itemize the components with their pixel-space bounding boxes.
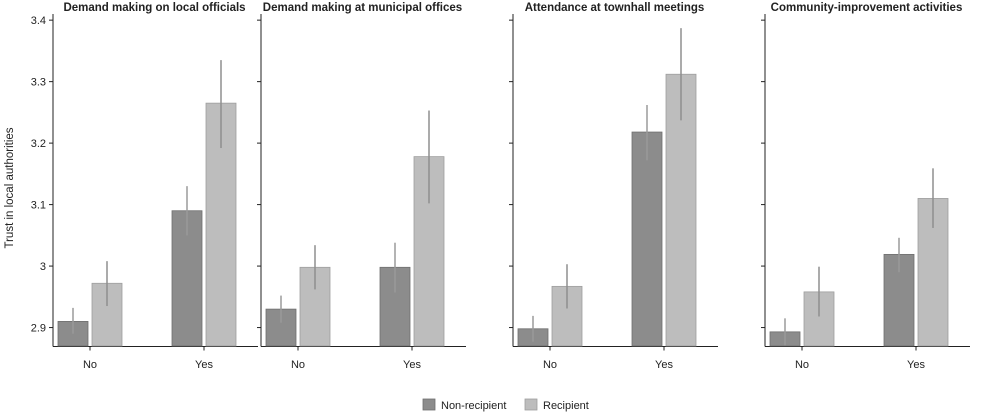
x-category-label: No [291, 359, 305, 371]
legend-label-non-recipient: Non-recipient [441, 400, 506, 412]
panel-title: Demand making at municipal offices [263, 2, 462, 14]
legend-swatch-recipient [524, 398, 538, 411]
y-tick-label: 3.1 [31, 200, 46, 212]
y-tick-label: 3.2 [31, 138, 46, 150]
y-tick-label: 3.4 [31, 15, 46, 27]
x-category-label: No [543, 359, 557, 371]
y-tick-label: 3 [40, 261, 46, 273]
panel-title: Community-improvement activities [771, 2, 963, 14]
legend: Non-recipient Recipient [422, 398, 589, 412]
x-category-label: Yes [403, 359, 421, 371]
x-category-label: Yes [907, 359, 925, 371]
x-category-label: Yes [195, 359, 213, 371]
panel-2: Demand making at municipal offices No Yes [257, 2, 466, 371]
legend-label-recipient: Recipient [543, 400, 589, 412]
bar-non-recipient-yes [883, 253, 915, 347]
y-tick-label: 3.3 [31, 77, 46, 89]
panels: Demand making on local officials 2.9 3 3.1 3… [31, 2, 970, 371]
x-category-label: No [83, 359, 97, 371]
panel-3: Attendance at townhall meetings No Yes [509, 2, 718, 371]
y-axis-title: Trust in local authorities [4, 127, 16, 248]
y-tick-label: 2.9 [31, 323, 46, 335]
panel-title: Demand making on local officials [63, 2, 245, 14]
panel-1: Demand making on local officials 2.9 3 3.1 3… [31, 2, 258, 371]
bar-non-recipient-yes [631, 131, 663, 347]
panel-4: Community-improvement activities No Yes [761, 2, 970, 371]
panel-title: Attendance at townhall meetings [525, 2, 705, 14]
legend-swatch-non-recipient [422, 398, 436, 411]
x-category-label: No [795, 359, 809, 371]
x-category-label: Yes [655, 359, 673, 371]
